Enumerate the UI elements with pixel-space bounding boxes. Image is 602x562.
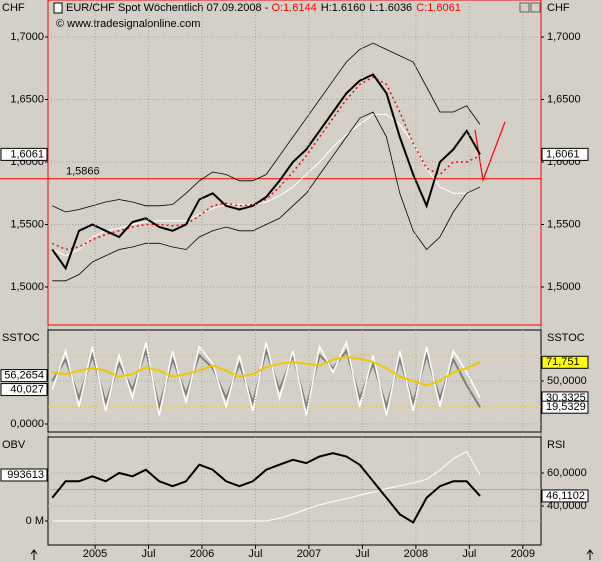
series-line <box>52 42 481 213</box>
y-tick-label: 1,5000 <box>547 281 581 293</box>
value-marker <box>541 400 589 414</box>
ohlc-value: C:1.6061 <box>416 2 461 14</box>
series-line <box>52 450 481 522</box>
x-tick-label: Jul <box>248 548 262 560</box>
chart-title: EUR/CHF Spot Wöchentlich 07.09.2008 - O:… <box>66 2 461 14</box>
value-marker-label: 71,751 <box>546 356 580 368</box>
reference-label: 1,5866 <box>66 166 100 178</box>
window-button[interactable] <box>530 2 541 13</box>
pane-label: RSI <box>547 439 565 451</box>
x-tick-label: 2006 <box>190 548 214 560</box>
forecast-sketch <box>474 121 506 183</box>
series-line <box>51 73 481 271</box>
series-line <box>52 111 481 282</box>
y-tick-label: 1,5500 <box>10 218 44 230</box>
pane-label: SSTOC <box>547 332 585 344</box>
series-line <box>51 452 481 524</box>
value-marker-label: 56,2654 <box>4 370 44 382</box>
y-tick-label: 0,0000 <box>10 418 44 430</box>
ohlc-value: O:1.6144 <box>271 2 316 14</box>
y-tick-label: 1,6500 <box>10 93 44 105</box>
value-marker <box>0 468 48 482</box>
value-marker-label: 19,5329 <box>546 401 586 413</box>
y-tick-label: 60,0000 <box>547 467 587 479</box>
x-tick-label: Jul <box>462 548 476 560</box>
y-tick-label: 1,6500 <box>547 93 581 105</box>
y-tick-label: 1,7000 <box>547 31 581 43</box>
series-line <box>52 114 481 257</box>
y-tick-label: 0 M <box>26 515 44 527</box>
series-line <box>51 76 481 251</box>
y-tick-label: 50,0000 <box>547 375 587 387</box>
pane-label: OBV <box>2 439 26 451</box>
scroll-arrows[interactable] <box>30 549 594 560</box>
ohlc-value: L:1.6036 <box>369 2 412 14</box>
x-tick-label: 2009 <box>511 548 535 560</box>
value-marker-label: 993613 <box>7 469 44 481</box>
series-line <box>52 355 481 387</box>
pane-frame <box>47 436 542 546</box>
y-tick-label: 40,0000 <box>547 500 587 512</box>
value-marker <box>0 369 48 383</box>
value-marker <box>541 355 589 369</box>
series-line <box>51 339 481 416</box>
title-text: EUR/CHF Spot Wöchentlich 07.09.2008 - <box>66 2 271 14</box>
value-marker-label: 40,027 <box>10 383 44 395</box>
value-marker <box>0 147 48 161</box>
source: © www.tradesignalonline.com <box>56 18 200 30</box>
x-tick-label: 2007 <box>297 548 321 560</box>
x-tick-label: Jul <box>355 548 369 560</box>
value-marker-label: 1,6061 <box>546 148 580 160</box>
value-marker <box>541 489 589 503</box>
y-tick-label: 1,7000 <box>10 31 44 43</box>
pane-label: CHF <box>547 2 570 14</box>
value-marker <box>541 147 589 161</box>
value-marker <box>0 383 48 397</box>
value-marker-label: 1,6061 <box>10 148 44 160</box>
pane-label: CHF <box>2 2 25 14</box>
symbol-icon <box>53 2 63 14</box>
y-tick-label: 1,5500 <box>547 218 581 230</box>
ohlc-value: H:1.6160 <box>321 2 366 14</box>
value-marker-label: 46,1102 <box>546 490 585 502</box>
y-tick-label: 1,5000 <box>10 281 44 293</box>
x-tick-label: 2005 <box>83 548 107 560</box>
x-tick-label: 2008 <box>404 548 428 560</box>
pane-label: SSTOC <box>2 332 40 344</box>
window-button[interactable] <box>519 2 530 13</box>
x-tick-label: Jul <box>141 548 155 560</box>
